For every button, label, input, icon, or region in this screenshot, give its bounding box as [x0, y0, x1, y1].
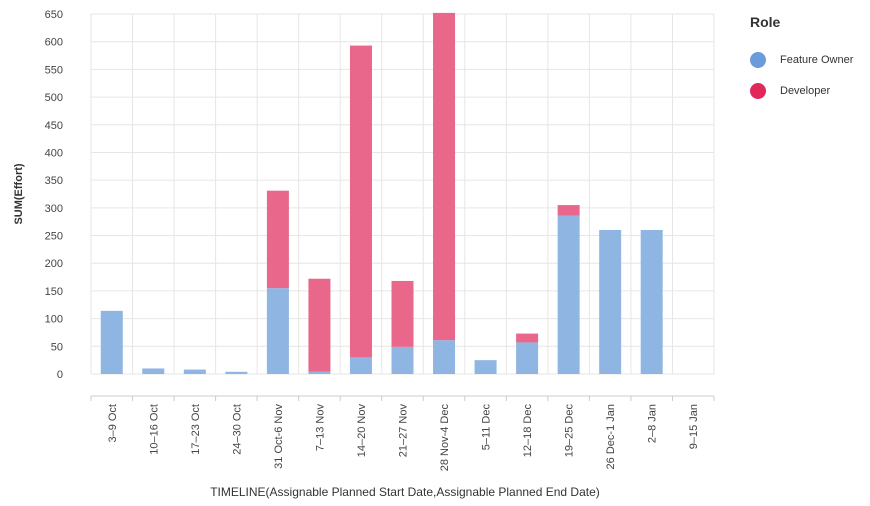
x-tick-label: 21–27 Nov: [398, 404, 410, 458]
legend-label-developer: Developer: [780, 84, 831, 97]
bar-feature-owner: [640, 230, 663, 374]
legend-swatch-feature-owner: [750, 51, 766, 68]
y-tick-label: 50: [51, 341, 63, 353]
x-tick-label: 12–18 Dec: [522, 404, 534, 458]
y-tick-label: 100: [45, 314, 63, 326]
bar-feature-owner: [433, 340, 456, 374]
bar-developer: [557, 205, 580, 216]
x-tick-label: 7–13 Nov: [314, 404, 326, 452]
bar-feature-owner: [308, 371, 331, 374]
x-axis: 3–9 Oct 10–16 Oct 17–23 Oct 24–30 Oct 31 Oct…: [90, 395, 715, 472]
x-tick-label: 26 Dec-1 Jan: [605, 404, 617, 469]
y-axis-label: SUM(Effort): [13, 163, 25, 224]
bar-feature-owner: [100, 310, 123, 374]
bar-feature-owner: [391, 346, 414, 374]
bar-developer: [349, 45, 372, 358]
legend-label-feature-owner: Feature Owner: [780, 53, 854, 66]
bar-feature-owner: [225, 371, 248, 374]
y-tick-label: 250: [45, 231, 63, 243]
y-tick-label: 450: [45, 120, 63, 132]
legend-item-feature-owner[interactable]: Feature Owner: [750, 44, 853, 75]
legend-title: Role: [750, 14, 781, 30]
x-tick-label: 9–15 Jan: [688, 404, 700, 449]
x-tick-label: 31 Oct-6 Nov: [273, 404, 285, 469]
bar-developer: [516, 333, 539, 343]
bar-developer: [391, 280, 414, 347]
x-tick-label: 14–20 Nov: [356, 404, 368, 458]
x-tick-label: 19–25 Dec: [564, 404, 576, 458]
bar-feature-owner: [516, 342, 539, 374]
bar-developer: [308, 278, 331, 372]
y-tick-label: 350: [45, 175, 63, 187]
legend: Role Feature Owner Developer: [750, 14, 853, 106]
x-tick-label: 2–8 Jan: [647, 404, 659, 443]
bar-feature-owner: [142, 368, 165, 374]
y-tick-label: 0: [57, 369, 63, 381]
legend-swatch-developer: [750, 82, 766, 99]
bar-developer: [266, 190, 289, 289]
x-tick-label: 28 Nov-4 Dec: [439, 404, 451, 472]
x-tick-label: 10–16 Oct: [148, 404, 160, 455]
y-tick-label: 150: [45, 286, 63, 298]
y-tick-label: 600: [45, 37, 63, 49]
y-axis: 0 50 100 150 200 250 300 350 400 450 500 550 600 650: [45, 9, 63, 381]
grid-lines: [90, 13, 715, 375]
bar-feature-owner: [183, 369, 206, 374]
bar-developer: [433, 12, 456, 341]
x-tick-label: 24–30 Oct: [231, 404, 243, 455]
y-tick-label: 550: [45, 64, 63, 76]
bar-feature-owner: [474, 360, 497, 374]
bar-feature-owner: [599, 230, 622, 374]
x-tick-label: 3–9 Oct: [107, 404, 119, 443]
bar-feature-owner: [266, 288, 289, 374]
y-tick-label: 400: [45, 147, 63, 159]
y-tick-label: 200: [45, 258, 63, 270]
bar-feature-owner: [349, 357, 372, 374]
x-tick-label: 17–23 Oct: [190, 404, 202, 455]
bars: [100, 12, 663, 374]
y-tick-label: 300: [45, 203, 63, 215]
x-tick-label: 5–11 Dec: [481, 404, 493, 451]
x-axis-label: TIMELINE(Assignable Planned Start Date,A…: [210, 485, 600, 499]
legend-item-developer[interactable]: Developer: [750, 75, 853, 106]
y-tick-label: 650: [45, 9, 63, 21]
bar-feature-owner: [557, 215, 580, 374]
y-tick-label: 500: [45, 92, 63, 104]
